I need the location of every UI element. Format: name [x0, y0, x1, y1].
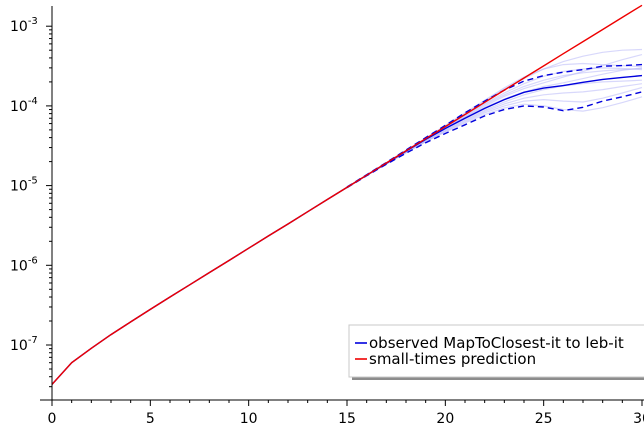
series-prediction-line	[51, 4, 643, 385]
x-tick-label: 15	[338, 411, 356, 426]
y-tick-label: 10-5	[10, 176, 38, 195]
legend-box	[348, 324, 644, 378]
x-tick-label: 30	[633, 411, 644, 426]
x-tick-label: 0	[48, 411, 57, 426]
x-tick-label: 20	[436, 411, 454, 426]
x-tick-label: 25	[535, 411, 553, 426]
trial-curve-3	[346, 67, 643, 188]
y-ticks: 10-7 10-6 10-5 10-4 10-3	[10, 16, 52, 388]
series-upper-quantile-line	[346, 63, 643, 188]
trial-curve-8	[346, 83, 643, 188]
legend-label-prediction: small-times prediction	[369, 350, 536, 368]
y-tick-label: 10-4	[10, 96, 38, 115]
y-tick-label: 10-7	[10, 335, 38, 354]
legend: observed MapToClosest-it to leb-it small…	[348, 324, 644, 380]
legend-label-observed: observed MapToClosest-it to leb-it	[369, 334, 624, 352]
x-ticks: 0 5 10 15 20 25 30	[48, 400, 644, 426]
trial-curve-1	[346, 54, 643, 188]
trial-curve-7	[346, 67, 643, 188]
trial-curve-9	[346, 67, 643, 188]
trial-curve-0	[346, 48, 643, 188]
x-tick-label: 10	[240, 411, 258, 426]
series-lower-quantile-line	[346, 91, 643, 189]
y-tick-label: 10-3	[10, 16, 38, 35]
y-tick-label: 10-6	[10, 255, 38, 274]
x-tick-label: 5	[146, 411, 155, 426]
series-lines	[51, 4, 643, 385]
trial-curves	[346, 48, 643, 188]
trial-curve-4	[346, 96, 643, 188]
